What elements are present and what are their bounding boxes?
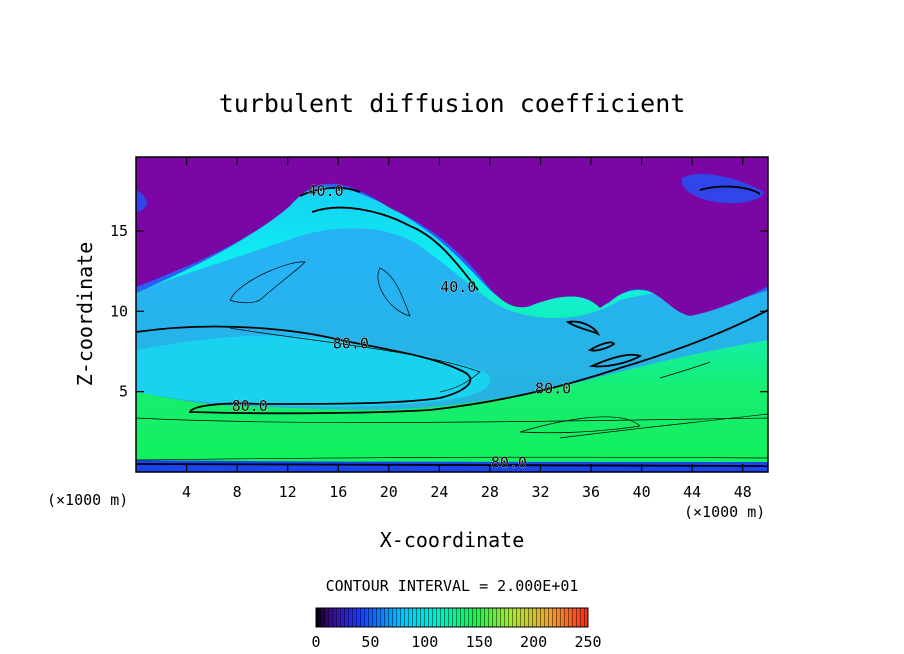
y-axis-label: Z-coordinate (73, 242, 97, 387)
colorbar-tick-label: 50 (361, 633, 379, 651)
y-tick-label: 5 (119, 383, 128, 401)
contour-label: 80.0 (232, 397, 268, 415)
minor-contours (136, 261, 768, 461)
blue-ground (136, 460, 768, 472)
x-tick-label: 28 (481, 483, 499, 501)
colorbar: 0 50 100 150 200 250 (311, 607, 602, 651)
contour-label: 40.0 (440, 278, 476, 296)
y-tick-label: 10 (110, 302, 128, 320)
colorbar-frame (315, 607, 589, 628)
contour-label: 80.0 (333, 334, 369, 352)
colorbar-tick-label: 0 (311, 633, 320, 651)
colorbar-tick-label: 150 (466, 633, 493, 651)
x-unit-label-right: (×1000 m) (684, 503, 765, 521)
x-tick-label: 16 (329, 483, 347, 501)
y-axis: 5 10 15 (110, 222, 768, 401)
colorbar-lines (316, 608, 588, 627)
colorbar-tick-label: 250 (574, 633, 601, 651)
x-tick-label: 12 (279, 483, 297, 501)
x-unit-label-left: (×1000 m) (47, 491, 128, 509)
contour-label: 40.0 (308, 182, 344, 200)
purple-top (136, 157, 768, 316)
contour-interval-label: CONTOUR INTERVAL = 2.000E+01 (326, 577, 579, 595)
x-tick-label: 44 (683, 483, 701, 501)
plot-frame (135, 156, 769, 473)
x-tick-label: 32 (531, 483, 549, 501)
blue-patch-left (136, 190, 147, 212)
contour-label: 80.0 (535, 379, 571, 397)
x-tick-label: 40 (633, 483, 651, 501)
diffusion-field (136, 157, 768, 472)
colorbar-tick-labels: 0 50 100 150 200 250 (311, 633, 601, 651)
x-axis: 4 8 12 16 20 24 28 32 36 40 44 48 (182, 157, 752, 501)
x-tick-label: 20 (380, 483, 398, 501)
x-tick-label: 4 (182, 483, 191, 501)
contour-label: 80.0 (491, 453, 527, 471)
colorbar-tick-label: 100 (411, 633, 438, 651)
y-tick-label: 15 (110, 222, 128, 240)
major-contours (136, 185, 768, 467)
x-tick-label: 36 (582, 483, 600, 501)
colorbar-tick-label: 200 (520, 633, 547, 651)
contour-labels: 40.0 40.0 80.0 80.0 80.0 80.0 (231, 182, 571, 472)
x-tick-label: 48 (734, 483, 752, 501)
chart-title: turbulent diffusion coefficient (219, 89, 686, 118)
x-axis-label: X-coordinate (380, 528, 525, 552)
x-tick-label: 8 (233, 483, 242, 501)
x-tick-label: 24 (430, 483, 448, 501)
blue-patch-right (681, 173, 764, 204)
